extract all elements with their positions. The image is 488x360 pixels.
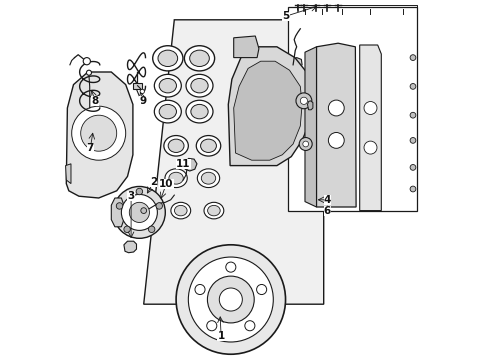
Polygon shape: [65, 164, 71, 184]
Circle shape: [72, 106, 125, 160]
Polygon shape: [305, 47, 316, 207]
Circle shape: [207, 276, 254, 323]
Circle shape: [206, 321, 216, 331]
Ellipse shape: [152, 46, 183, 71]
Ellipse shape: [185, 75, 213, 97]
Text: 6: 6: [323, 206, 330, 216]
Bar: [133, 83, 142, 89]
Ellipse shape: [196, 136, 220, 156]
Text: 5: 5: [282, 11, 289, 21]
Circle shape: [363, 141, 376, 154]
Polygon shape: [183, 158, 197, 171]
Circle shape: [409, 138, 415, 143]
Polygon shape: [143, 20, 323, 304]
Polygon shape: [316, 43, 355, 207]
Polygon shape: [66, 72, 133, 198]
Ellipse shape: [168, 172, 183, 184]
Circle shape: [188, 257, 273, 342]
Ellipse shape: [159, 78, 176, 93]
Circle shape: [83, 58, 90, 65]
Text: 8: 8: [91, 96, 99, 106]
Ellipse shape: [201, 172, 215, 184]
Ellipse shape: [159, 104, 176, 119]
Ellipse shape: [168, 139, 183, 153]
Circle shape: [256, 284, 266, 294]
Ellipse shape: [170, 202, 190, 219]
Polygon shape: [307, 101, 312, 110]
Text: 4: 4: [323, 195, 330, 205]
Circle shape: [328, 100, 344, 116]
Ellipse shape: [154, 100, 181, 123]
Ellipse shape: [158, 50, 177, 67]
Circle shape: [136, 188, 142, 195]
Circle shape: [409, 55, 415, 60]
Circle shape: [129, 202, 149, 222]
Circle shape: [225, 262, 235, 272]
Ellipse shape: [190, 104, 208, 119]
Circle shape: [409, 186, 415, 192]
Circle shape: [123, 226, 130, 233]
Ellipse shape: [200, 139, 216, 153]
Text: 3: 3: [127, 191, 135, 201]
Ellipse shape: [197, 169, 219, 188]
Polygon shape: [233, 36, 258, 58]
Circle shape: [121, 194, 157, 230]
Ellipse shape: [207, 205, 220, 216]
Circle shape: [219, 288, 242, 311]
Bar: [287, 7, 416, 211]
Polygon shape: [233, 61, 302, 160]
Ellipse shape: [190, 78, 208, 93]
Circle shape: [140, 89, 144, 94]
Circle shape: [244, 321, 254, 331]
Circle shape: [302, 141, 308, 147]
Circle shape: [409, 84, 415, 89]
Circle shape: [156, 203, 162, 209]
Circle shape: [300, 97, 307, 104]
Text: 9: 9: [139, 96, 146, 106]
Text: 2: 2: [150, 177, 157, 187]
Circle shape: [148, 226, 155, 233]
Text: 10: 10: [159, 179, 173, 189]
Circle shape: [86, 70, 91, 75]
Ellipse shape: [189, 50, 209, 67]
Polygon shape: [228, 47, 312, 166]
Circle shape: [409, 165, 415, 170]
Circle shape: [328, 132, 344, 148]
Text: 11: 11: [176, 159, 190, 169]
Ellipse shape: [174, 205, 187, 216]
Circle shape: [299, 138, 311, 150]
Circle shape: [409, 112, 415, 118]
Ellipse shape: [154, 75, 181, 97]
Circle shape: [295, 93, 311, 109]
Circle shape: [195, 284, 204, 294]
Polygon shape: [123, 241, 136, 253]
Polygon shape: [359, 45, 381, 211]
Polygon shape: [111, 198, 123, 227]
Ellipse shape: [184, 46, 214, 71]
Circle shape: [176, 245, 285, 354]
Ellipse shape: [203, 202, 224, 219]
Circle shape: [113, 186, 165, 238]
Circle shape: [81, 115, 117, 151]
Ellipse shape: [163, 136, 188, 156]
Text: 7: 7: [86, 143, 94, 153]
Polygon shape: [289, 58, 302, 101]
Circle shape: [363, 102, 376, 114]
Circle shape: [116, 203, 122, 209]
Circle shape: [141, 208, 146, 213]
Ellipse shape: [164, 169, 187, 188]
Ellipse shape: [185, 100, 213, 123]
Text: 1: 1: [217, 330, 224, 341]
